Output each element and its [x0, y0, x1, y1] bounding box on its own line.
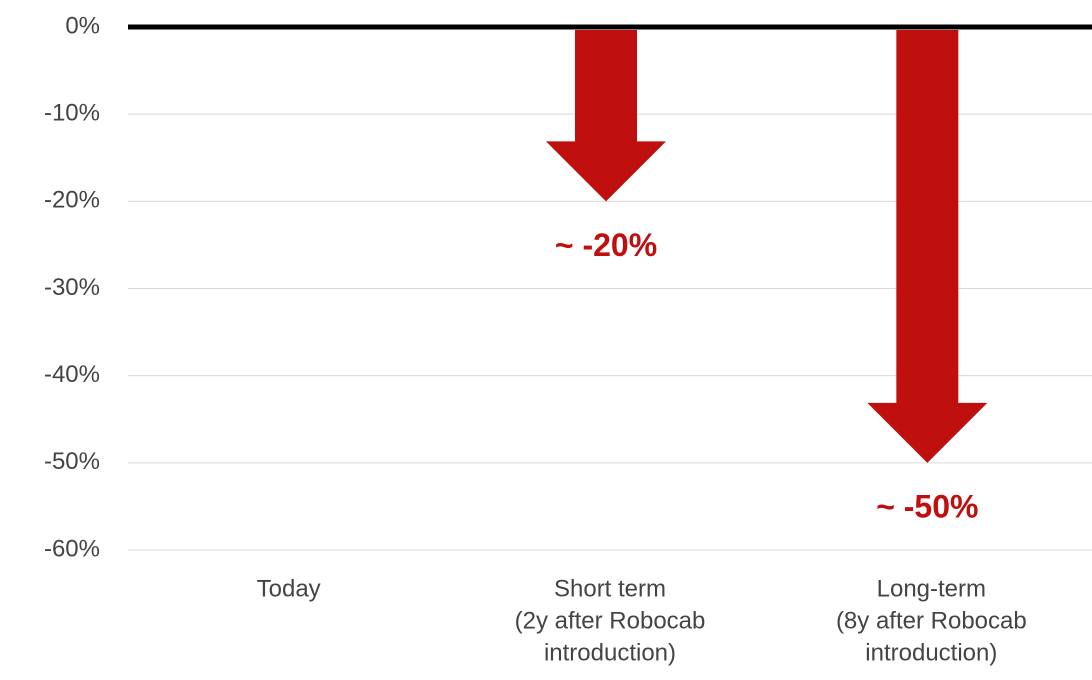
arrow [546, 30, 666, 202]
value-label: ~ -20% [555, 227, 657, 263]
value-label: ~ -50% [876, 488, 978, 524]
x-tick-label: (8y after Robocab [836, 607, 1027, 634]
y-tick-label: -50% [44, 448, 100, 475]
arrow [867, 30, 988, 463]
y-tick-label: 0% [65, 12, 100, 39]
y-tick-label: -20% [44, 187, 100, 214]
x-tick-label: Short term [554, 575, 666, 602]
x-tick-label: Today [257, 575, 321, 602]
x-tick-label: (2y after Robocab [515, 607, 706, 634]
y-tick-label: -10% [44, 100, 100, 127]
y-tick-label: -40% [44, 361, 100, 388]
x-tick-label: Long-term [877, 575, 986, 602]
y-tick-label: -60% [44, 535, 100, 562]
x-tick-label: introduction) [865, 639, 997, 666]
y-tick-label: -30% [44, 274, 100, 301]
x-tick-label: introduction) [544, 639, 676, 666]
